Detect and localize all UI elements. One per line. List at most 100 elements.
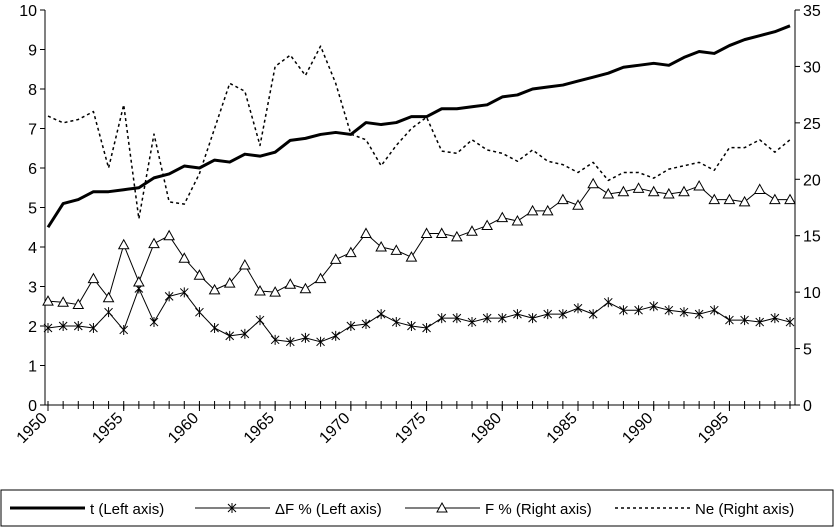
series [43, 283, 795, 347]
marker [314, 272, 327, 284]
y2-tick-label: 25 [803, 116, 821, 133]
marker [678, 185, 690, 197]
y-tick-label: 6 [28, 161, 37, 178]
marker [587, 177, 599, 189]
marker [270, 334, 280, 345]
marker [663, 187, 675, 199]
marker [557, 193, 569, 205]
marker [753, 183, 766, 194]
marker [240, 328, 250, 339]
marker [784, 193, 796, 205]
marker [420, 227, 433, 238]
marker [437, 313, 447, 324]
marker [360, 227, 372, 238]
marker [769, 193, 781, 205]
y-tick-label: 0 [28, 398, 37, 415]
marker [375, 240, 387, 252]
marker [208, 283, 221, 295]
marker [511, 215, 524, 226]
y-tick-label: 1 [28, 359, 37, 376]
marker [42, 295, 54, 306]
marker [619, 305, 628, 316]
marker [284, 278, 297, 289]
marker [73, 321, 83, 331]
y2-tick-label: 10 [803, 285, 821, 302]
marker [301, 332, 310, 343]
series [42, 177, 796, 310]
marker [617, 185, 630, 197]
marker [269, 286, 281, 297]
legend-label: Ne (Right axis) [695, 501, 794, 518]
marker [467, 317, 477, 328]
marker [193, 269, 206, 280]
marker [133, 275, 145, 287]
marker [435, 227, 448, 238]
legend-label: ΔF % (Left axis) [275, 501, 382, 518]
marker [708, 193, 721, 205]
legend-marker [436, 501, 448, 513]
marker [770, 313, 780, 324]
marker [634, 305, 643, 316]
marker [148, 237, 160, 249]
marker [72, 298, 85, 310]
marker [57, 296, 69, 307]
marker [391, 317, 401, 328]
y-tick-label: 2 [28, 319, 37, 336]
y2-tick-label: 5 [803, 342, 812, 359]
marker [316, 336, 325, 347]
marker [223, 277, 236, 288]
marker [513, 309, 522, 320]
legend-marker [227, 503, 237, 513]
marker [679, 307, 689, 318]
marker [588, 309, 598, 320]
y2-tick-label: 30 [803, 59, 821, 76]
y-tick-label: 5 [28, 201, 37, 218]
marker [164, 291, 174, 302]
series-line [47, 287, 791, 343]
marker [390, 244, 403, 255]
marker [178, 252, 191, 263]
series-line [46, 24, 791, 229]
marker [481, 219, 493, 231]
marker [482, 313, 492, 324]
y-tick-label: 9 [28, 43, 37, 60]
marker [285, 336, 295, 347]
marker [541, 204, 554, 216]
legend-label: F % (Right axis) [485, 501, 592, 518]
marker [117, 238, 130, 250]
marker [632, 182, 645, 193]
y2-tick-label: 15 [803, 229, 821, 246]
marker [466, 225, 478, 236]
marker [526, 204, 539, 216]
marker [149, 317, 159, 328]
marker [361, 319, 371, 330]
marker [376, 309, 386, 320]
marker [647, 185, 660, 197]
y2-tick-label: 20 [803, 172, 821, 189]
marker [785, 317, 795, 328]
marker [497, 313, 507, 324]
marker [299, 282, 312, 294]
marker [119, 324, 129, 335]
marker [104, 307, 113, 318]
marker [451, 230, 463, 242]
marker [239, 259, 251, 270]
marker [89, 322, 98, 333]
marker [58, 321, 68, 331]
marker [179, 287, 189, 298]
y-tick-label: 4 [28, 240, 37, 257]
marker [602, 187, 615, 199]
marker [693, 180, 705, 191]
series [47, 45, 791, 220]
marker [163, 229, 175, 241]
y2-tick-label: 35 [803, 3, 821, 20]
marker [225, 330, 235, 341]
marker [87, 272, 100, 284]
marker [331, 330, 341, 341]
marker [573, 303, 583, 314]
y-tick-label: 8 [28, 82, 37, 99]
marker [755, 317, 765, 328]
marker [496, 211, 509, 223]
